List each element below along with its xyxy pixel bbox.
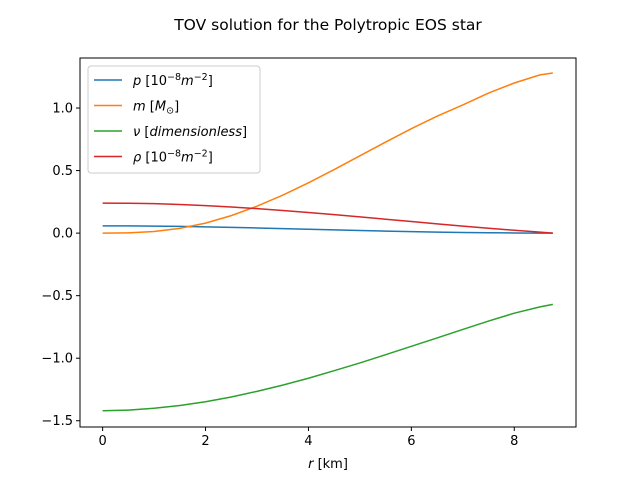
x-tick-label: 0 [98,434,106,449]
x-tick-label: 2 [201,434,209,449]
y-axis: −1.5 −1.0 −0.5 0.0 0.5 1.0 [41,102,80,429]
series-line-2 [102,303,553,412]
y-tick-label: −1.0 [41,352,73,367]
legend: p [10−8m−2] m [M⊙] ν [dimensionless] ρ [10−… [87,65,261,174]
axes-frame [79,57,577,428]
legend-label-2: ν [dimensionless] [133,125,247,140]
x-tick-label: 8 [510,434,518,449]
series-line-1 [102,72,553,234]
x-axis-label: r [km] [308,457,348,472]
legend-label-1: m [M⊙] [133,100,179,117]
legend-box [87,65,261,174]
y-tick-label: 0.0 [52,227,73,242]
legend-label-0: p [10−8m−2] [132,72,213,89]
series-line-3 [102,202,553,234]
y-tick-label: −0.5 [41,289,73,304]
y-tick-label: 1.0 [52,102,73,117]
plot-area [79,57,577,428]
x-tick-label: 4 [304,434,312,449]
chart-title: TOV solution for the Polytropic EOS star [173,16,482,34]
series-line-0 [102,225,553,234]
x-tick-label: 6 [407,434,415,449]
x-axis: 0 2 4 6 8 [98,427,518,449]
y-tick-label: −1.5 [41,414,73,429]
y-tick-label: 0.5 [52,164,73,179]
legend-label-3: ρ [10−8m−2] [133,149,213,166]
